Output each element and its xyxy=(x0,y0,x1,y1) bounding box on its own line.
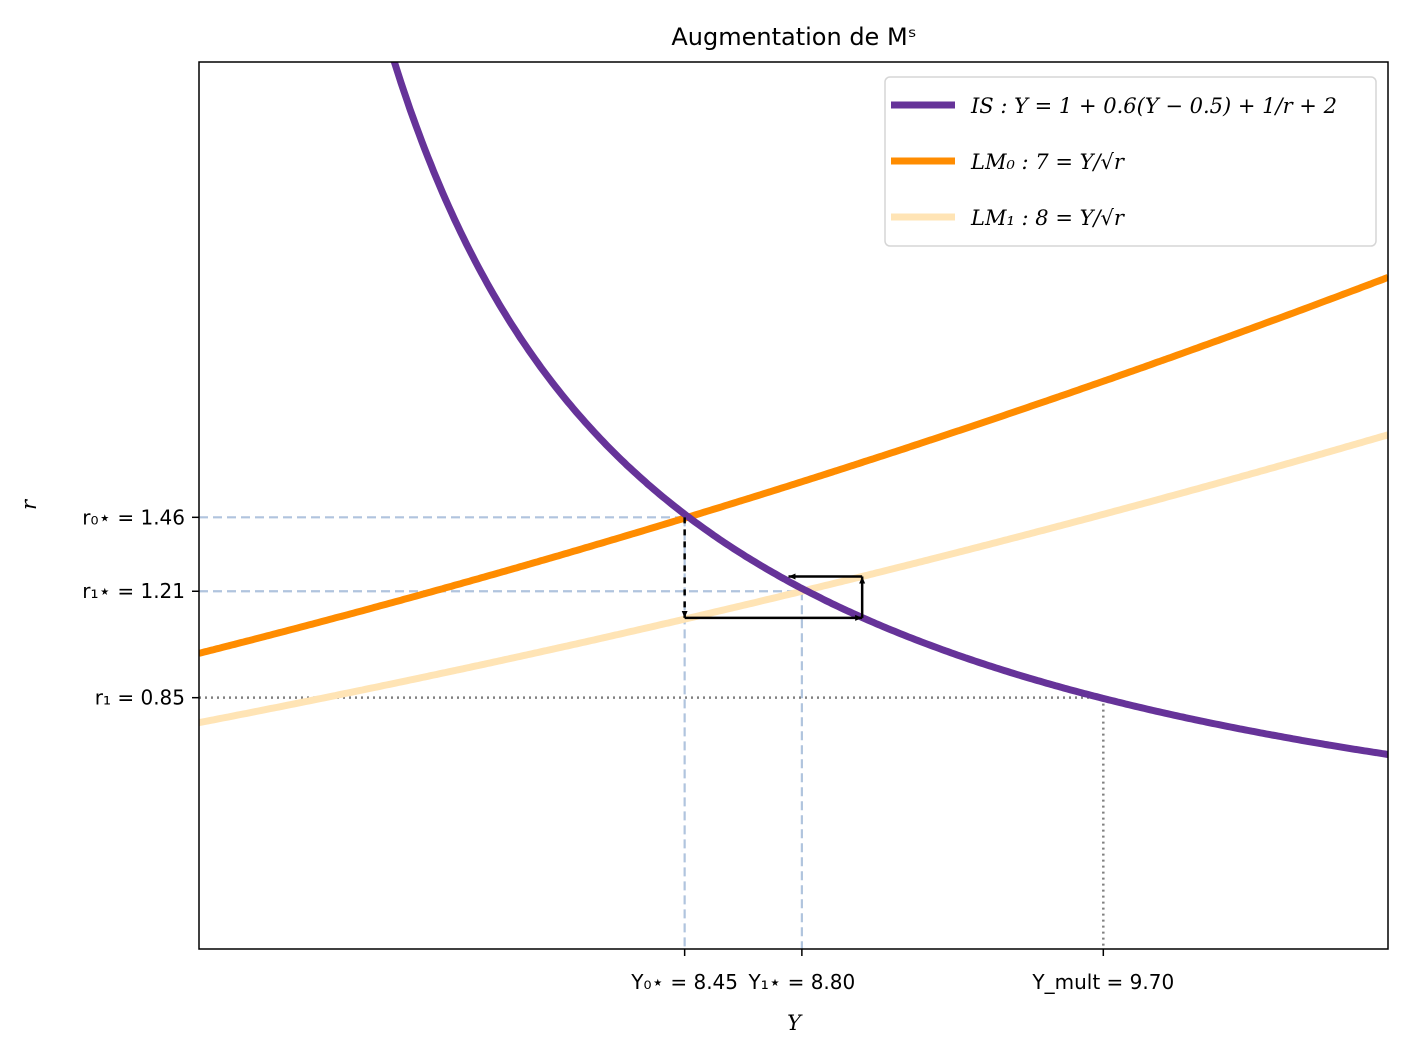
legend-label-0: IS : Y = 1 + 0.6(Y − 0.5) + 1/r + 2 xyxy=(970,94,1337,118)
y-tick-label-1: r₁⋆ = 1.21 xyxy=(82,579,185,603)
y-tick-label-2: r₁ = 0.85 xyxy=(95,686,185,710)
plot-frame xyxy=(198,61,1389,950)
series-line-lm0 xyxy=(199,274,1388,657)
x-tick-label-2: Y_mult = 9.70 xyxy=(1031,970,1174,994)
legend: IS : Y = 1 + 0.6(Y − 0.5) + 1/r + 2 LM₀ :… xyxy=(884,76,1377,247)
series-line-is xyxy=(390,62,1388,758)
x-tick-label-1: Y₁⋆ = 8.80 xyxy=(747,970,855,994)
chart-title: Augmentation de Mˢ xyxy=(671,23,916,51)
legend-label-1: LM₀ : 7 = Y/√r xyxy=(970,150,1126,174)
x-tick-label-0: Y₀⋆ = 8.45 xyxy=(630,970,738,994)
legend-box xyxy=(884,76,1377,247)
x-axis-label: Y xyxy=(787,1011,803,1035)
series-line-lm1 xyxy=(199,431,1388,727)
y-axis-label: r xyxy=(17,498,41,510)
legend-label-2: LM₁ : 8 = Y/√r xyxy=(970,206,1126,230)
y-tick-label-0: r₀⋆ = 1.46 xyxy=(82,505,185,529)
